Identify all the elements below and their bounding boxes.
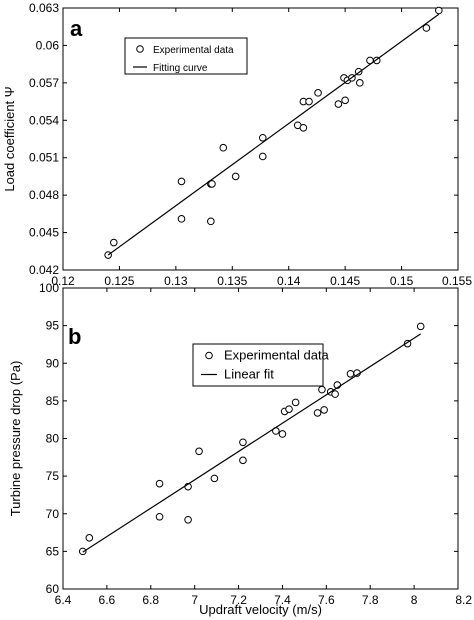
x-tick-label: 0.13 (164, 274, 188, 288)
data-point (210, 474, 219, 483)
y-tick-label: 0.042 (29, 263, 59, 277)
x-tick-label: 6.8 (142, 593, 159, 607)
x-tick-label: 0.14 (277, 274, 301, 288)
data-point (258, 133, 267, 142)
legend-box (124, 37, 248, 75)
x-tick-label: 0.145 (330, 274, 360, 288)
y-tick-label: 75 (46, 469, 60, 483)
data-point (109, 238, 118, 247)
data-point (356, 79, 364, 87)
legend-label: Fitting curve (153, 63, 208, 74)
x-tick-label: 7.2 (230, 593, 247, 607)
y-tick-label: 0.051 (29, 151, 59, 165)
data-point (195, 447, 203, 456)
fit-line (82, 333, 422, 553)
data-point (435, 6, 443, 15)
x-axis-label: Updraft velocity (m/s) (199, 602, 322, 617)
data-point (207, 217, 215, 226)
x-tick-label: 0.15 (390, 274, 414, 288)
y-tick-label: 100 (39, 281, 59, 295)
data-point (305, 97, 313, 106)
chart-panel-a: 0.12 0.125 0.13 0.135 0.14 0.145 0.15 0.155 0.04… (2, 1, 472, 305)
panel-letter: b (68, 324, 81, 349)
plot-frame (62, 287, 459, 590)
data-point (78, 547, 87, 556)
y-tick-label: 80 (46, 432, 60, 446)
data-point (318, 385, 326, 394)
data-point (422, 24, 431, 32)
data-point (313, 409, 322, 417)
data-point (85, 534, 94, 542)
y-tick-label: 95 (46, 319, 60, 333)
y-axis-label: Load coefficient Ψ (2, 86, 17, 191)
data-point (155, 479, 164, 488)
data-point (258, 152, 267, 161)
data-point (239, 456, 247, 465)
x-tick-label: 0.12 (51, 274, 75, 288)
data-point (184, 515, 192, 524)
x-tick-label: 0.155 (442, 274, 472, 288)
data-point (334, 100, 343, 108)
x-tick-label: 7.8 (362, 593, 379, 607)
legend-label: Linear fit (224, 367, 274, 382)
data-point (155, 512, 164, 521)
y-axis-label: Turbine pressure drop (Pa) (8, 361, 23, 517)
data-point (291, 398, 300, 407)
data-point (331, 390, 339, 398)
legend-label: Experimental data (153, 45, 234, 56)
y-tick-label: 70 (46, 507, 60, 521)
y-tick-label: 0.057 (29, 76, 59, 90)
y-tick-label: 0.048 (29, 188, 59, 202)
x-tick-label: 7.4 (274, 593, 291, 607)
chart-panel-b: 6.4 6.6 6.8 7 7.2 7.4 7.6 7.8 8 8.2 60 65 70 75 80 85 90… (8, 281, 472, 617)
y-tick-label: 65 (46, 544, 60, 558)
y-tick-label: 90 (46, 356, 60, 370)
y-tick-label: 60 (46, 582, 60, 596)
x-tick-label: 8.2 (455, 593, 472, 607)
data-point (278, 430, 287, 438)
data-point (177, 177, 186, 186)
x-tick-label: 7.6 (318, 593, 335, 607)
legend-marker-swatch (205, 351, 213, 360)
x-tick-label: 7 (191, 593, 198, 607)
legend-marker-swatch (136, 45, 144, 53)
panel-letter: a (70, 16, 83, 41)
data-point (177, 215, 186, 223)
data-point (314, 89, 322, 97)
data-point (299, 123, 308, 132)
x-tick-label: 6.6 (99, 593, 116, 607)
x-tick-label: 8 (411, 593, 418, 607)
data-point (346, 369, 355, 378)
data-point (285, 405, 293, 413)
data-point (239, 438, 247, 447)
x-tick-label: 0.135 (217, 274, 247, 288)
y-tick-label: 0.054 (29, 113, 59, 127)
x-tick-label: 0.125 (104, 274, 134, 288)
data-point (219, 143, 228, 152)
data-point (341, 96, 349, 105)
legend-box (192, 343, 324, 387)
fit-line (107, 13, 440, 256)
y-tick-label: 85 (46, 394, 60, 408)
y-tick-label: 0.06 (36, 38, 60, 52)
data-point (231, 172, 240, 181)
y-tick-label: 0.063 (29, 1, 59, 15)
data-point (208, 180, 216, 188)
x-tick-label: 6.4 (55, 593, 72, 607)
data-point (320, 406, 328, 414)
y-tick-label: 0.045 (29, 226, 59, 240)
data-point (416, 322, 425, 331)
legend-label: Experimental data (224, 348, 330, 363)
